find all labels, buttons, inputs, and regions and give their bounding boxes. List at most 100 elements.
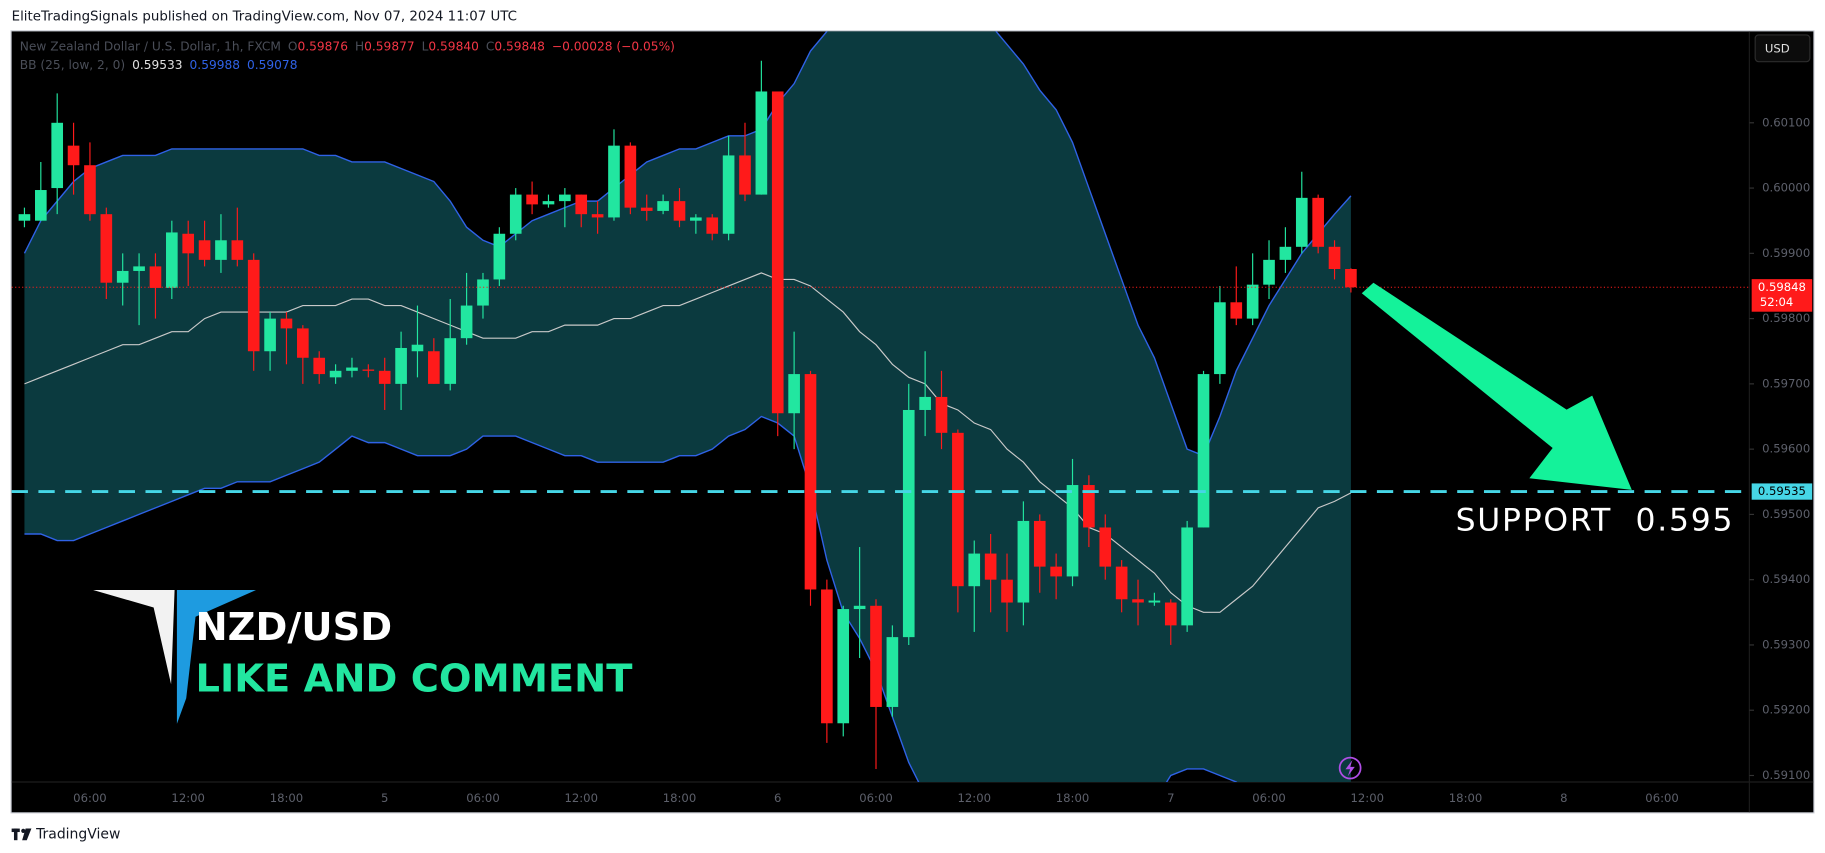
candle-body <box>706 217 719 234</box>
price-label-bg <box>1751 279 1813 312</box>
currency-label: USD <box>1765 41 1790 55</box>
bollinger-lower <box>24 415 1238 783</box>
x-tick-label: 06:00 <box>73 791 107 805</box>
y-tick-label: 0.59800 <box>1762 311 1810 325</box>
bb-upper-value: 0.59988 <box>190 58 240 72</box>
footer-brand: TradingView <box>35 826 120 842</box>
candle-body <box>1345 268 1357 288</box>
candle-body <box>477 279 489 306</box>
x-tick-label: 18:00 <box>270 791 304 805</box>
candle-body <box>329 370 342 378</box>
candle-body <box>1246 284 1259 319</box>
alert-icon[interactable] <box>1338 756 1362 780</box>
ohlc-key: C <box>486 39 495 53</box>
bollinger-upper <box>23 31 1352 457</box>
y-tick-label: 0.59700 <box>1762 376 1810 390</box>
y-tick-label: 0.60100 <box>1762 115 1810 129</box>
bollinger-middle <box>24 272 1352 613</box>
candle-body <box>542 201 555 205</box>
candle-body <box>182 233 195 254</box>
candle-body <box>1263 259 1275 285</box>
candle-body <box>428 351 440 384</box>
candle-body <box>346 367 358 371</box>
alert-icon-bolt <box>1345 759 1355 777</box>
countdown-label: 52:04 <box>1760 295 1794 309</box>
logo-white <box>93 590 175 685</box>
candle-body <box>116 270 129 283</box>
x-tick-label: 06:00 <box>1645 791 1679 805</box>
candle-body <box>51 122 64 189</box>
symbol-name: New Zealand Dollar / U.S. Dollar, 1h, FX… <box>20 39 281 53</box>
candle-body <box>575 194 588 215</box>
candle-body <box>935 396 948 433</box>
candle-body <box>67 145 80 166</box>
down-arrow <box>1361 282 1632 490</box>
ohlc-value: 0.59848 <box>494 39 544 53</box>
candle-body <box>673 201 686 221</box>
candle-body <box>1148 600 1161 603</box>
y-tick-label: 0.60000 <box>1762 181 1810 195</box>
candle-body <box>395 347 407 384</box>
x-tick-label: 18:00 <box>1449 791 1483 805</box>
ohlc-key: L <box>422 39 429 53</box>
candle-body <box>493 233 506 280</box>
candle-body <box>1083 485 1095 528</box>
x-tick-label: 6 <box>774 791 781 805</box>
axis-layer: 0.59100 0.59200 0.59300 0.59400 0.59500 0.596… <box>11 115 1813 805</box>
ohlc-key: H <box>355 39 364 53</box>
candle-body <box>1197 374 1210 528</box>
candle-body <box>198 240 211 260</box>
candle-body <box>1181 527 1193 626</box>
candle-body <box>1115 566 1128 600</box>
x-tick-label: 8 <box>1560 791 1567 805</box>
candle-body <box>1230 302 1243 319</box>
candle-body <box>804 374 817 590</box>
candle-body <box>755 91 768 195</box>
candle-body <box>853 605 866 610</box>
currency-button[interactable] <box>1754 34 1811 63</box>
candle-body <box>231 240 244 260</box>
candle-body <box>280 318 293 329</box>
candle-body <box>1295 197 1308 247</box>
candle-body <box>18 214 31 221</box>
candle-body <box>919 396 931 410</box>
candle-body <box>526 194 538 205</box>
candle-body <box>690 217 702 221</box>
candle-body <box>1099 527 1112 567</box>
support-label: 0.59535 <box>1758 484 1806 498</box>
y-tick-label: 0.59400 <box>1762 572 1810 586</box>
bb-middle-value: 0.59533 <box>132 58 182 72</box>
change-value: −0.00028 (−0.05%) <box>552 39 675 53</box>
candle-body <box>952 432 964 587</box>
candle-body <box>657 201 669 211</box>
logo-blue <box>176 590 257 724</box>
candle-body <box>902 409 915 638</box>
candle-body <box>247 259 260 352</box>
x-tick-label: 18:00 <box>663 791 697 805</box>
candle-body <box>886 637 899 707</box>
candle-body <box>722 155 735 234</box>
x-tick-label: 18:00 <box>1056 791 1090 805</box>
candle-body <box>1164 602 1177 626</box>
candle-body <box>771 91 784 414</box>
x-tick-label: 06:00 <box>859 791 893 805</box>
candle-body <box>444 338 457 384</box>
candle-body <box>1066 485 1079 577</box>
candle-body <box>624 145 637 208</box>
candle-body <box>1214 302 1226 375</box>
candle-body <box>1312 197 1324 247</box>
candle-body <box>984 553 997 580</box>
pair-label: NZD/USD <box>196 605 393 650</box>
x-tick-label: 12:00 <box>564 791 598 805</box>
candle-body <box>297 328 309 358</box>
support-label-bg <box>1751 483 1813 500</box>
cta-label: LIKE AND COMMENT <box>196 656 633 701</box>
candle-body <box>509 194 522 234</box>
candle-body <box>1279 246 1292 260</box>
candle-body <box>968 553 981 587</box>
x-tick-label: 12:00 <box>171 791 205 805</box>
ohlc-value: 0.59877 <box>364 39 414 53</box>
y-tick-label: 0.59900 <box>1762 246 1810 260</box>
